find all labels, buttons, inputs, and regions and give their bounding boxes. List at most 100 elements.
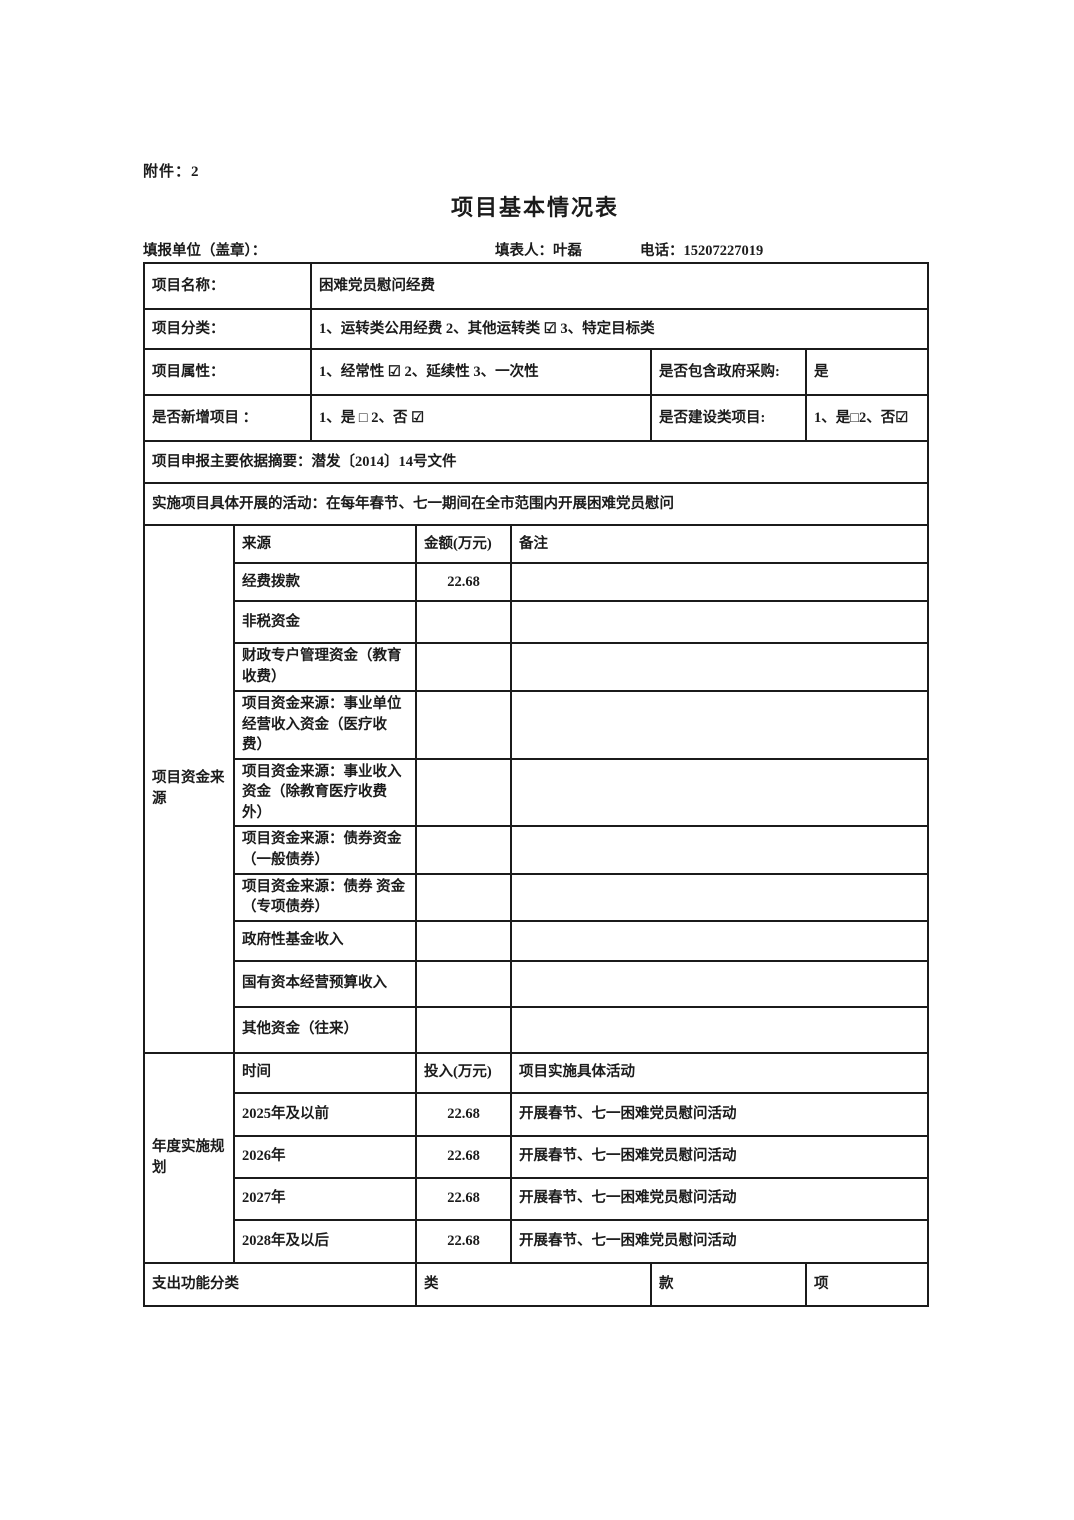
expenditure-class: 类 [415,1261,652,1307]
funding-note [509,872,930,922]
funding-source-header: 来源 [233,524,417,564]
form-filler-label: 填表人：叶磊 [495,243,582,259]
funding-header-row: 项目资金来源 来源 金额(万元) 备注 [143,524,930,1054]
funding-amount [415,825,512,875]
meta-row: 填报单位（盖章）： 填表人：叶磊 电话：15207227019 [143,235,927,262]
funding-note [509,1005,930,1054]
funding-amount [415,642,512,692]
funding-source: 项目资金来源：事业收入资金（除教育医疗收费外） [233,757,417,828]
funding-source: 项目资金来源：债券资金（一般债券） [233,825,417,875]
annual-plan-row: 2026年 22.68 开展春节、七一困难党员慰问活动 [144,1134,930,1179]
annual-plan-header-row: 年度实施规划 时间 投入(万元) 项目实施具体活动 [143,1051,930,1264]
table-row: 项目申报主要依据摘要：潜发〔2014〕14号文件 [142,440,930,484]
annual-amount: 22.68 [415,1091,512,1137]
funding-source: 政府性基金收入 [233,919,417,962]
funding-amount [415,872,512,922]
funding-note [509,959,930,1008]
funding-note [509,757,930,828]
funding-note [509,600,930,644]
project-category-value: 1、运转类公用经费 2、其他运转类 ☑ 3、特定目标类 [309,308,930,350]
table-row: 是否新增项目 ： 1、是 □ 2、否 ☑ 是否建设类项目: 1、是□2、否☑ [143,394,930,442]
form-content: 附件：2 项目基本情况表 填报单位（盖章）： 填表人：叶磊 电话：1520722… [142,160,930,1307]
annual-activity: 开展春节、七一困难党员慰问活动 [509,1218,930,1264]
table-row: 项目名称： 困难党员慰问经费 [143,262,930,310]
funding-amount [415,690,512,760]
funding-row: 项目资金来源：债券 资金（专项债券） [144,872,930,922]
project-attribute-value: 1、经常性 ☑ 2、延续性 3、一次性 [310,348,652,396]
funding-note [509,825,930,875]
gov-procurement-label: 是否包含政府采购: [650,348,807,396]
annual-plan-row: 2027年 22.68 开展春节、七一困难党员慰问活动 [144,1176,930,1221]
project-name-value: 困难党员慰问经费 [309,262,930,310]
funding-row: 财政专户管理资金（教育收费） [144,642,930,692]
annual-activity-header: 项目实施具体活动 [509,1051,930,1094]
annual-activity: 开展春节、七一困难党员慰问活动 [509,1091,930,1137]
annual-time: 2026年 [233,1134,417,1179]
funding-note [509,919,930,962]
attachment-label: 附件：2 [143,164,200,180]
annual-plan-section-label: 年度实施规划 [143,1051,235,1264]
funding-note [509,562,930,602]
new-project-label: 是否新增项目 ： [143,394,312,442]
table-row: 项目分类： 1、运转类公用经费 2、其他运转类 ☑ 3、特定目标类 [143,308,930,350]
expenditure-row: 支出功能分类 类 款 项 [143,1261,930,1307]
funding-source: 其他资金（往来） [233,1005,417,1054]
funding-row: 国有资本经营预算收入 [144,959,930,1008]
funding-amount [415,757,512,828]
annual-time: 2028年及以后 [233,1218,417,1264]
declaration-basis-text: 项目申报主要依据摘要：潜发〔2014〕14号文件 [142,440,930,484]
construction-project-label: 是否建设类项目: [650,394,807,442]
project-category-label: 项目分类： [143,308,312,350]
funding-note [509,642,930,692]
funding-source: 财政专户管理资金（教育收费） [233,642,417,692]
funding-row: 项目资金来源：事业收入资金（除教育医疗收费外） [144,757,930,828]
funding-source: 项目资金来源：债券 资金（专项债券） [233,872,417,922]
funding-section-label: 项目资金来源 [143,524,235,1054]
project-attribute-label: 项目属性： [143,348,312,396]
funding-source: 国有资本经营预算收入 [233,959,417,1008]
expenditure-sub-item: 项 [804,1261,930,1307]
phone-label: 电话：15207227019 [640,243,764,259]
funding-amount [415,959,512,1008]
funding-amount [415,919,512,962]
funding-amount [415,600,512,644]
funding-source: 经费拨款 [233,562,417,602]
funding-note-header: 备注 [509,524,930,564]
annual-time: 2025年及以前 [233,1091,417,1137]
expenditure-item: 款 [650,1261,807,1307]
implementation-activity-text: 实施项目具体开展的活动：在每年春节、七一期间在全市范围内开展困难党员慰问 [142,482,930,526]
funding-amount: 22.68 [415,562,512,602]
annual-plan-row: 2025年及以前 22.68 开展春节、七一困难党员慰问活动 [144,1091,930,1137]
funding-row: 非税资金 [144,600,930,644]
annual-activity: 开展春节、七一困难党员慰问活动 [509,1176,930,1221]
funding-row: 项目资金来源：债券资金（一般债券） [144,825,930,875]
annual-plan-row: 2028年及以后 22.68 开展春节、七一困难党员慰问活动 [144,1218,930,1264]
page-title: 项目基本情况表 [450,195,619,220]
annual-amount-header: 投入(万元) [415,1051,512,1094]
annual-activity: 开展春节、七一困难党员慰问活动 [509,1134,930,1179]
funding-amount-header: 金额(万元) [415,524,512,564]
gov-procurement-value: 是 [804,348,930,396]
annual-amount: 22.68 [415,1176,512,1221]
annual-time: 2027年 [233,1176,417,1221]
funding-row: 其他资金（往来） [144,1005,930,1054]
table-row: 项目属性： 1、经常性 ☑ 2、延续性 3、一次性 是否包含政府采购: 是 [143,348,930,396]
annual-time-header: 时间 [233,1051,417,1094]
funding-row: 政府性基金收入 [144,919,930,962]
annual-amount: 22.68 [415,1134,512,1179]
new-project-value: 1、是 □ 2、否 ☑ [310,394,652,442]
construction-project-value: 1、是□2、否☑ [804,394,930,442]
project-info-table: 项目名称： 困难党员慰问经费 项目分类： 1、运转类公用经费 2、其他运转类 ☑… [142,262,930,1307]
funding-note [509,690,930,760]
funding-source: 项目资金来源：事业单位经营收入资金（医疗收费） [233,690,417,760]
reporting-unit-label: 填报单位（盖章）： [143,243,267,259]
project-name-label: 项目名称： [143,262,312,310]
funding-row: 项目资金来源：事业单位经营收入资金（医疗收费） [144,690,930,760]
annual-amount: 22.68 [415,1218,512,1264]
funding-row: 经费拨款 22.68 [144,562,930,602]
expenditure-label: 支出功能分类 [143,1261,417,1307]
funding-amount [415,1005,512,1054]
table-row: 实施项目具体开展的活动：在每年春节、七一期间在全市范围内开展困难党员慰问 [142,482,930,526]
funding-source: 非税资金 [233,600,417,644]
